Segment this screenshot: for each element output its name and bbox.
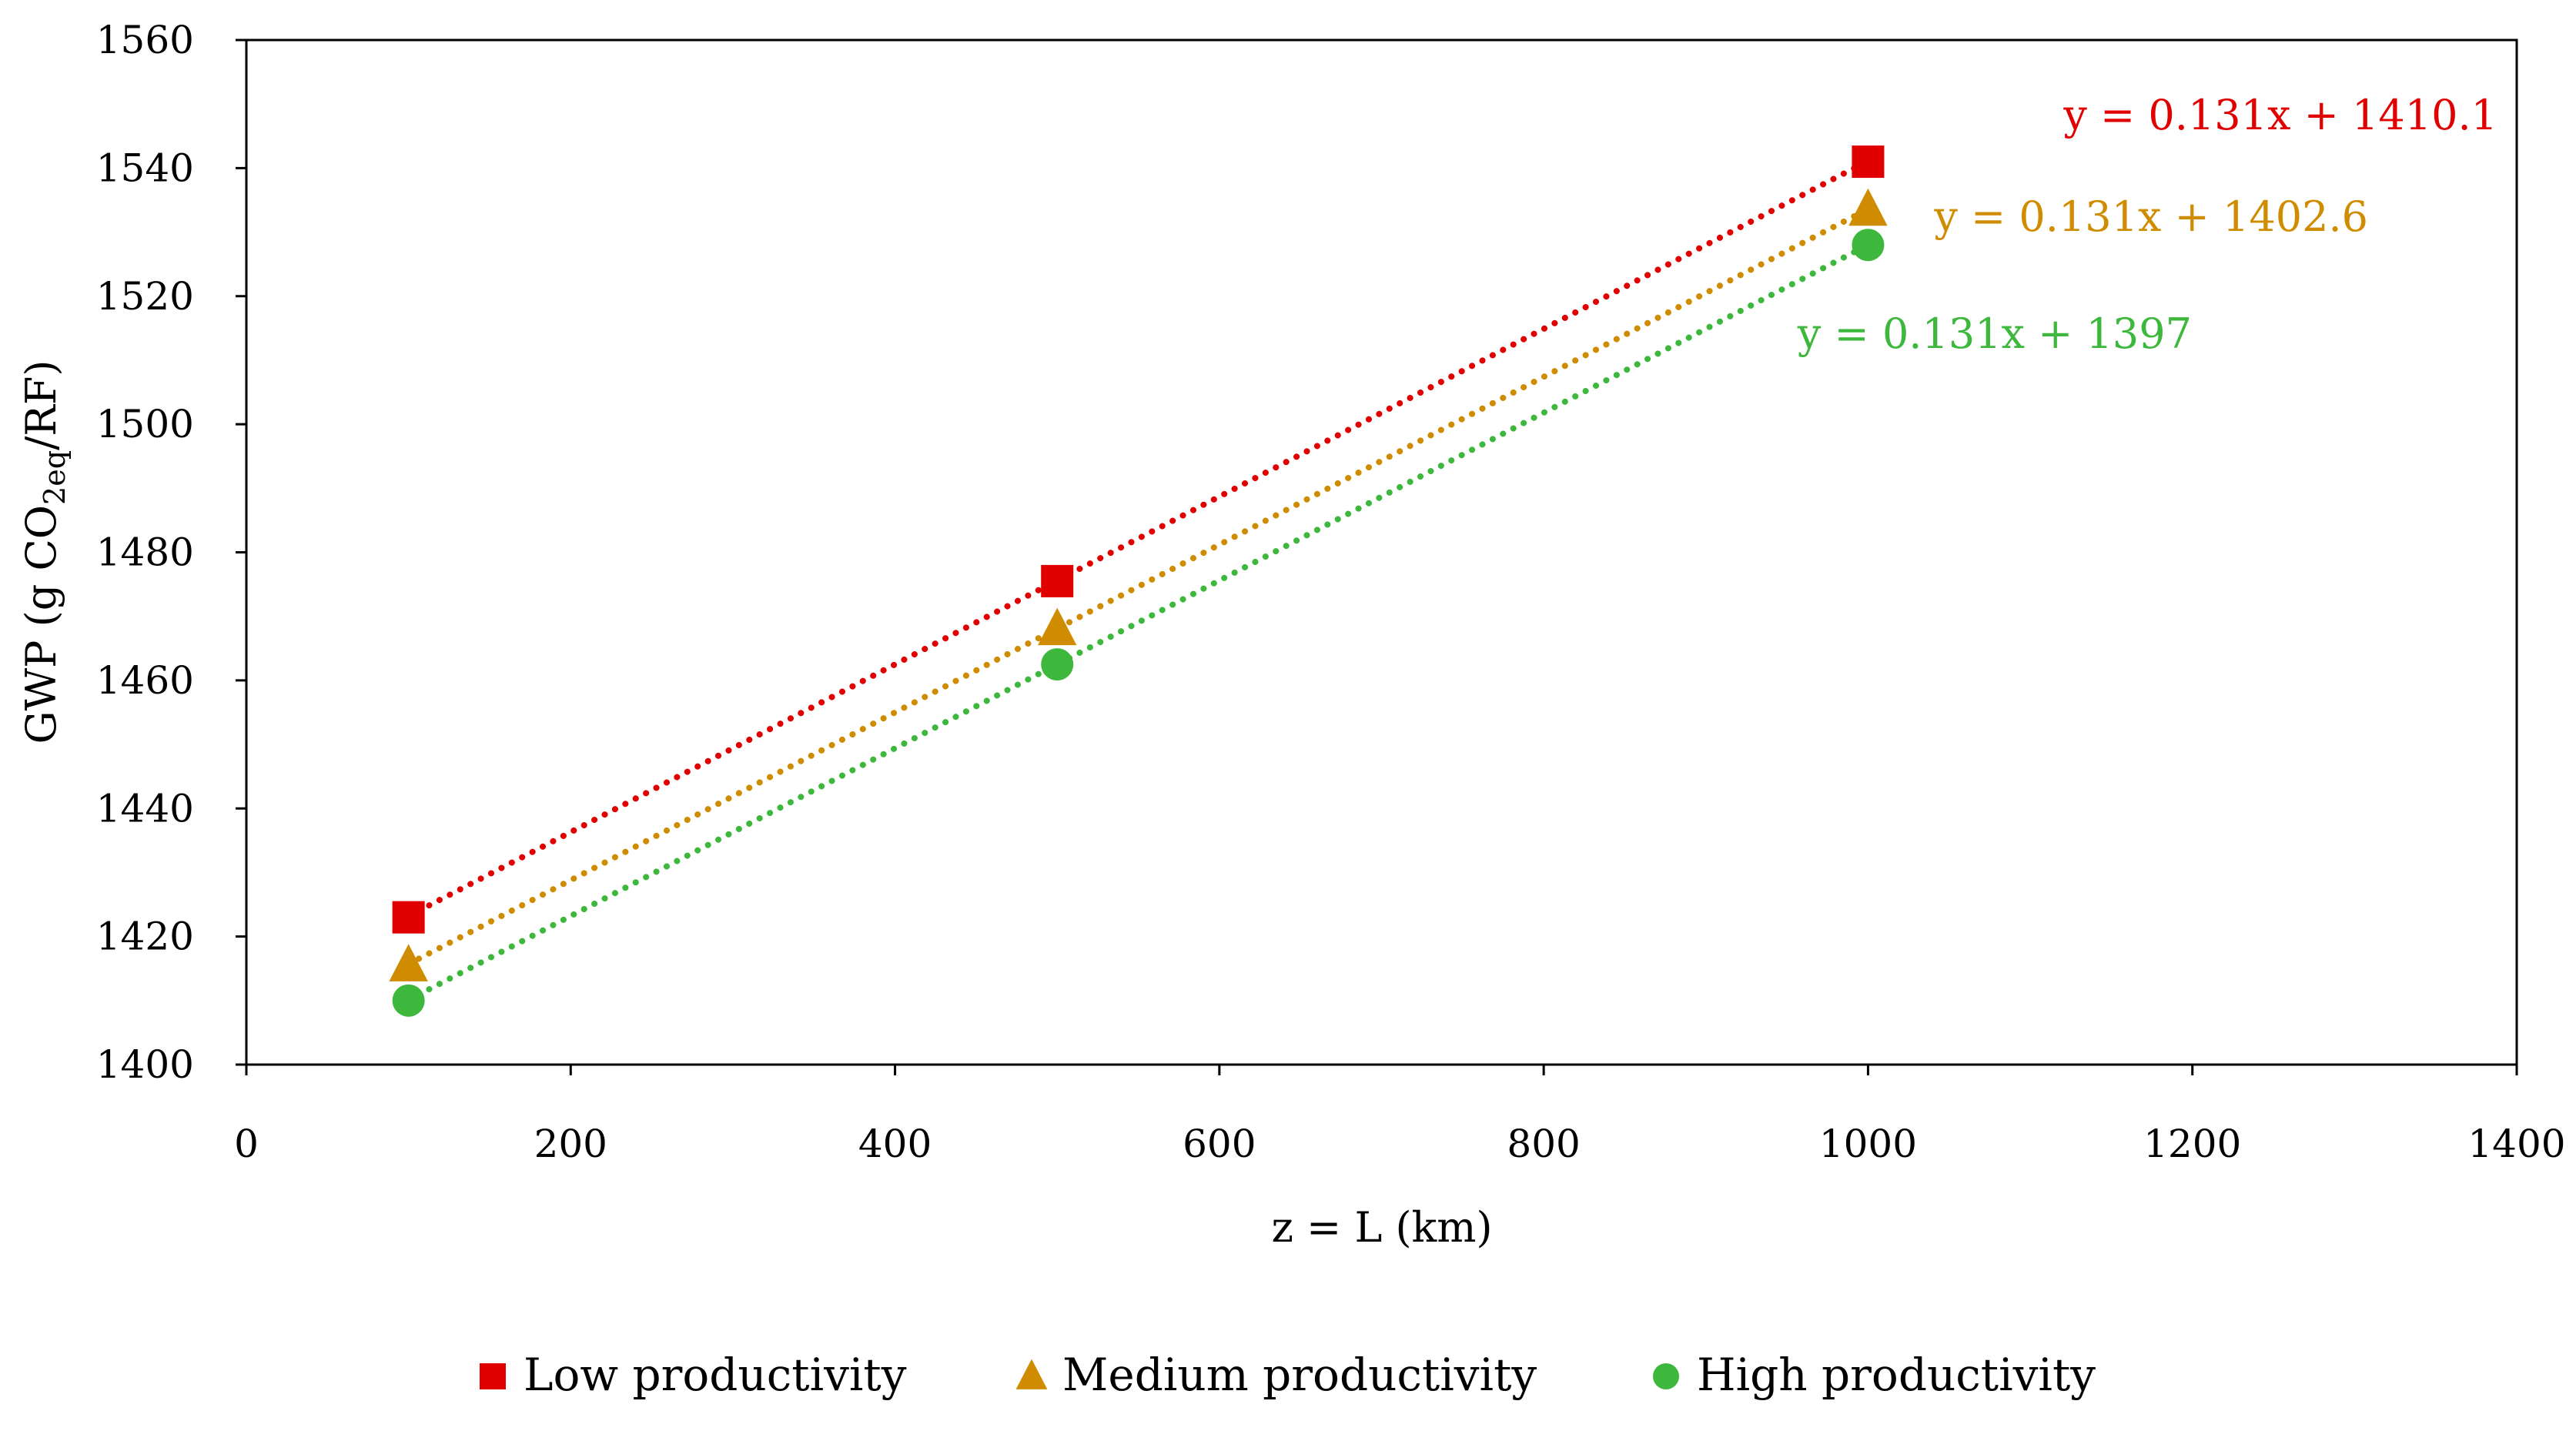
point-circle <box>392 984 425 1017</box>
x-axis-title: z = L (km) <box>1271 1203 1492 1252</box>
legend-marker-circle <box>1653 1363 1679 1389</box>
point-triangle <box>1848 188 1888 226</box>
y-tick-label: 1540 <box>96 145 194 190</box>
y-tick-label: 1440 <box>96 786 194 831</box>
y-tick-label: 1560 <box>96 18 194 62</box>
tick-group: 0 200 400 600 800 1000 1200 1400 1400 1420 1440 146… <box>96 18 2566 1166</box>
marker-group <box>389 145 1888 1017</box>
legend-marker-triangle <box>1015 1359 1048 1389</box>
legend-label: Low productivity <box>524 1349 907 1401</box>
x-tick-label: 1200 <box>2143 1122 2241 1166</box>
point-circle <box>1041 648 1074 681</box>
x-tick-label: 1400 <box>2467 1122 2565 1166</box>
legend-marker-square <box>480 1363 506 1389</box>
y-tick-label: 1420 <box>96 914 194 959</box>
y-axis-title: GWP (g CO2eq/RF) <box>17 360 72 744</box>
plot-area <box>245 38 2518 1066</box>
y-tick-label: 1500 <box>96 402 194 446</box>
legend: Low productivity Medium productivity High … <box>480 1349 2096 1401</box>
y-tick-label: 1520 <box>96 274 194 319</box>
x-tick-label: 200 <box>534 1122 607 1166</box>
trendline-square <box>405 158 1872 920</box>
y-tick-label: 1400 <box>96 1042 194 1087</box>
y-tick-label: 1480 <box>96 530 194 575</box>
trendline-equation: y = 0.131x + 1410.1 <box>2062 91 2497 139</box>
y-tick-label: 1460 <box>96 658 194 703</box>
point-square <box>1852 145 1885 179</box>
point-triangle <box>389 944 428 981</box>
point-circle <box>1852 229 1885 262</box>
equation-group: y = 0.131x + 1410.1 y = 0.131x + 1402.6 y … <box>1797 91 2497 358</box>
point-square <box>1041 564 1074 597</box>
trendline-equation: y = 0.131x + 1402.6 <box>1933 192 2368 241</box>
trendline-equation: y = 0.131x + 1397 <box>1797 309 2192 358</box>
x-tick-label: 800 <box>1507 1122 1580 1166</box>
legend-label: High productivity <box>1697 1349 2096 1401</box>
point-triangle <box>1038 607 1077 646</box>
trendline-triangle <box>405 206 1872 968</box>
trendline-circle <box>405 242 1872 1003</box>
x-tick-label: 1000 <box>1819 1122 1917 1166</box>
point-square <box>392 901 425 934</box>
trendline-group <box>405 158 1872 1003</box>
legend-label: Medium productivity <box>1062 1349 1537 1401</box>
x-tick-label: 0 <box>234 1122 259 1166</box>
x-tick-label: 400 <box>858 1122 932 1166</box>
x-tick-label: 600 <box>1183 1122 1256 1166</box>
